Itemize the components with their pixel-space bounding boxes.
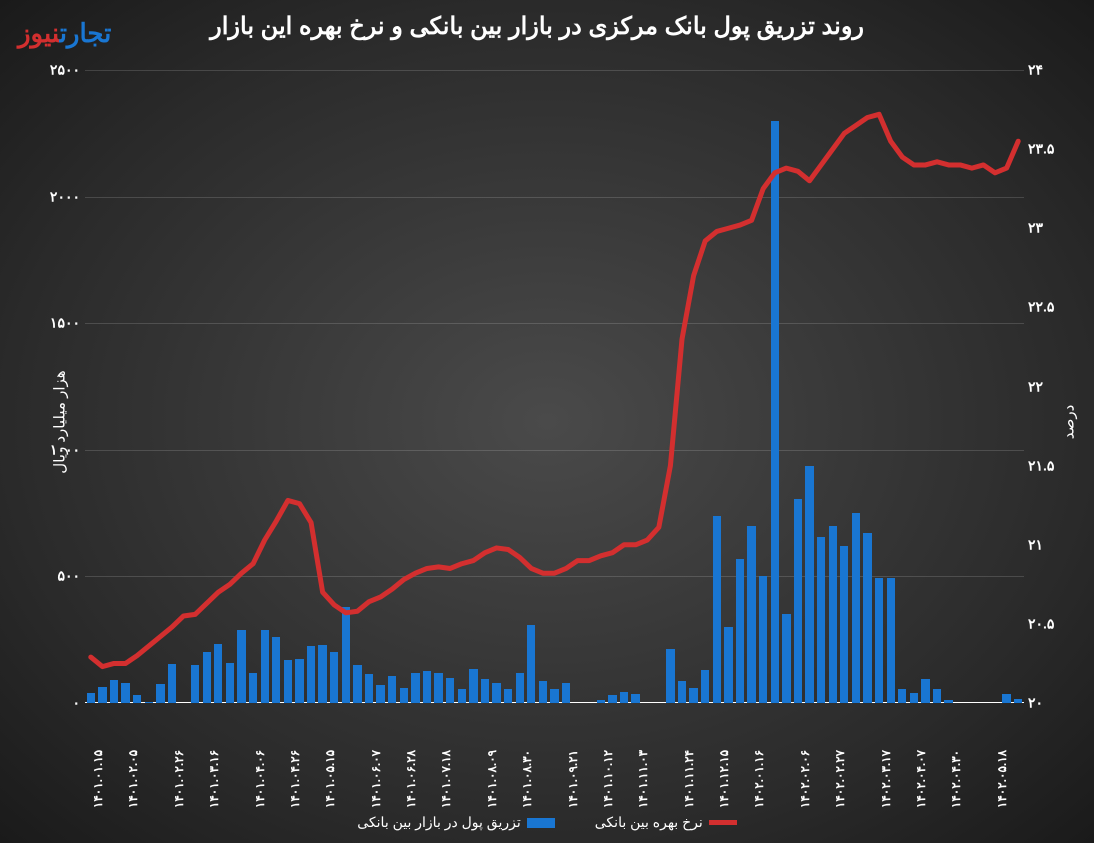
y-left-tick: ۲۵۰۰ — [38, 62, 80, 79]
legend-bar-item: تزریق پول در بازار بین بانکی — [357, 814, 555, 831]
legend-line-label: نرخ بهره بین بانکی — [595, 814, 703, 831]
x-tick: ۱۴۰۲.۰۲.۲۷ — [833, 750, 847, 808]
chart-title: روند تزریق پول بانک مرکزی در بازار بین ب… — [210, 12, 864, 41]
y-right-tick: ۲۱.۵ — [1028, 457, 1066, 474]
x-tick: ۱۴۰۱.۰۲.۰۵ — [126, 750, 140, 808]
legend-line-item: نرخ بهره بین بانکی — [595, 814, 737, 831]
x-tick: ۱۴۰۱.۰۱.۱۵ — [91, 750, 105, 808]
x-tick: ۱۴۰۱.۱۱.۰۳ — [636, 750, 650, 808]
legend-line-swatch — [709, 820, 737, 825]
x-tick: ۱۴۰۱.۱۲.۱۵ — [717, 750, 731, 808]
y-right-tick: ۲۳.۵ — [1028, 141, 1066, 158]
x-tick: ۱۴۰۲.۰۴.۳۰ — [949, 750, 963, 808]
x-tick: ۱۴۰۱.۰۴.۲۶ — [288, 750, 302, 808]
x-tick: ۱۴۰۱.۰۷.۱۸ — [439, 750, 453, 808]
x-tick: ۱۴۰۱.۰۶.۰۷ — [369, 750, 383, 808]
y-right-tick: ۲۰.۵ — [1028, 615, 1066, 632]
x-tick: ۱۴۰۲.۰۲.۰۶ — [798, 750, 812, 808]
logo-part1: تجارت — [60, 18, 112, 48]
x-tick: ۱۴۰۱.۰۲.۲۶ — [172, 750, 186, 808]
x-tick: ۱۴۰۱.۰۹.۲۱ — [566, 750, 580, 808]
y-right-tick: ۲۲ — [1028, 378, 1066, 395]
x-tick: ۱۴۰۲.۰۱.۱۶ — [752, 750, 766, 808]
logo-part2: نیوز — [18, 18, 60, 48]
x-tick: ۱۴۰۱.۱۱.۲۴ — [682, 750, 696, 808]
y-left-tick: ۵۰۰ — [38, 568, 80, 585]
x-tick: ۱۴۰۱.۰۵.۱۵ — [323, 750, 337, 808]
line-series — [85, 70, 1024, 703]
chart-plot-area — [85, 70, 1024, 703]
x-tick: ۱۴۰۲.۰۳.۱۷ — [879, 750, 893, 808]
legend-bar-swatch — [527, 818, 555, 828]
y-right-tick: ۲۲.۵ — [1028, 299, 1066, 316]
x-tick: ۱۴۰۱.۰۸.۳۰ — [520, 750, 534, 808]
logo: تجارتنیوز — [18, 18, 111, 49]
x-tick: ۱۴۰۱.۱۰.۱۲ — [601, 750, 615, 808]
y-left-tick: ۰ — [38, 695, 80, 712]
y-left-tick: ۲۰۰۰ — [38, 188, 80, 205]
y-left-tick: ۱۰۰۰ — [38, 441, 80, 458]
x-tick: ۱۴۰۱.۰۴.۰۶ — [253, 750, 267, 808]
x-tick: ۱۴۰۲.۰۴.۰۷ — [914, 750, 928, 808]
x-tick: ۱۴۰۱.۰۸.۰۹ — [485, 750, 499, 808]
x-tick: ۱۴۰۲.۰۵.۱۸ — [995, 750, 1009, 808]
y-right-tick: ۲۱ — [1028, 536, 1066, 553]
legend-bar-label: تزریق پول در بازار بین بانکی — [357, 814, 521, 831]
y-right-tick: ۲۰ — [1028, 695, 1066, 712]
legend: نرخ بهره بین بانکی تزریق پول در بازار بی… — [0, 814, 1094, 831]
y-right-tick: ۲۴ — [1028, 62, 1066, 79]
x-tick: ۱۴۰۱.۰۳.۱۶ — [207, 750, 221, 808]
y-right-axis-label: درصد — [1060, 404, 1078, 439]
x-tick: ۱۴۰۱.۰۶.۲۸ — [404, 750, 418, 808]
y-right-tick: ۲۳ — [1028, 220, 1066, 237]
y-left-tick: ۱۵۰۰ — [38, 315, 80, 332]
